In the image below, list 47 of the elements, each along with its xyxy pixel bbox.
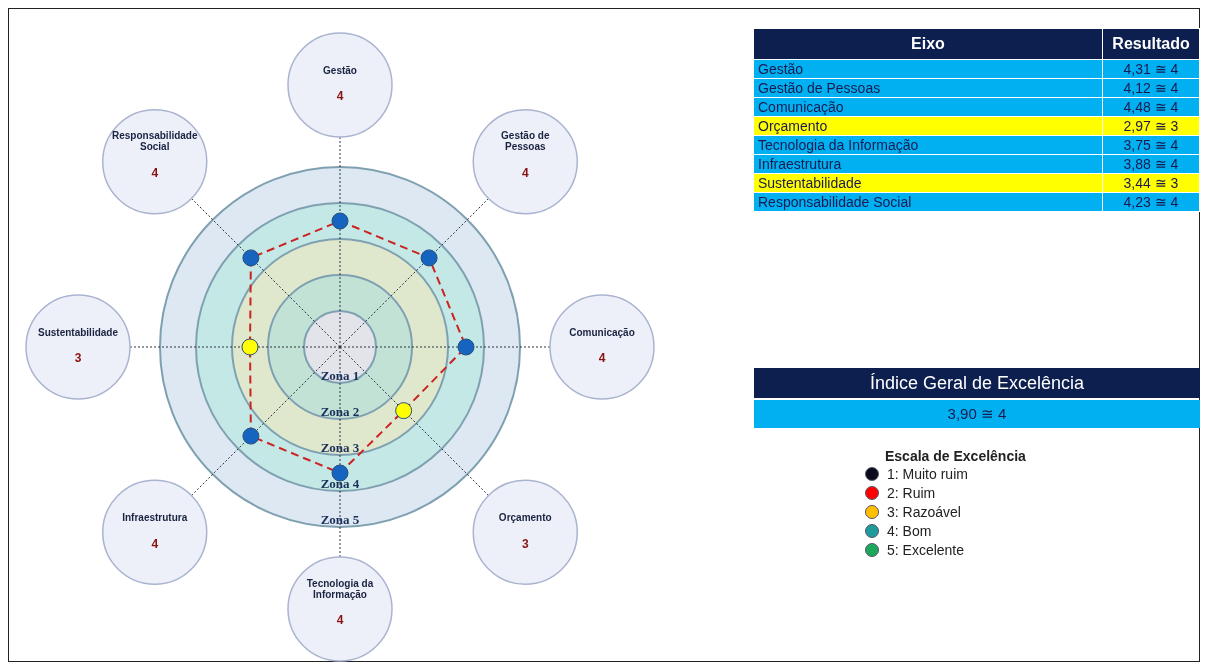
text: 3	[74, 351, 82, 366]
category-label: 3: Razoável	[887, 503, 961, 520]
y-tick-label: Zona 5	[320, 512, 360, 528]
category-label: Infraestrutura	[753, 154, 1103, 174]
text: Escala de Excelência	[885, 448, 1026, 464]
text: 4,12 ≅ 4	[1123, 80, 1179, 96]
text: 4	[336, 613, 344, 628]
category-label: 2: Ruim	[887, 484, 936, 501]
category-label: Gestão	[753, 59, 1103, 79]
text: 3	[521, 536, 529, 551]
y-tick-label: Zona 3	[320, 440, 360, 456]
text: 4	[521, 166, 529, 181]
spoke-label: Gestão de Pessoas	[501, 130, 550, 153]
category-label: Gestão de Pessoas	[753, 78, 1103, 98]
spoke-label: Sustentabilidade	[37, 326, 119, 338]
text: 4,31 ≅ 4	[1123, 61, 1179, 77]
text: Índice Geral de Excelência	[754, 368, 1200, 398]
text: 4,23 ≅ 4	[1123, 194, 1179, 210]
category-label: 4: Bom	[887, 522, 932, 539]
category-label: 1: Muito ruim	[887, 465, 968, 482]
text: 3,75 ≅ 4	[1123, 137, 1179, 153]
text: 4	[151, 166, 159, 181]
text: 4	[151, 536, 159, 551]
spoke-label: Gestão	[323, 64, 357, 76]
text: 3,90 ≅ 4	[754, 400, 1200, 428]
y-tick-label: Zona 1	[320, 368, 360, 384]
y-tick-label: Zona 2	[320, 404, 360, 420]
text: 3,88 ≅ 4	[1123, 156, 1179, 172]
text: 4	[598, 351, 606, 366]
category-label: Orçamento	[753, 116, 1103, 136]
category-label: Sustentabilidade	[753, 173, 1103, 193]
text: 2,97 ≅ 3	[1123, 118, 1179, 134]
spoke-label: Comunicação	[569, 326, 635, 338]
category-label: Comunicação	[753, 97, 1103, 117]
spoke-label: Orçamento	[498, 512, 552, 524]
spoke-label: Tecnologia da Informação	[306, 577, 374, 600]
text: 4	[336, 89, 344, 104]
text: 3,44 ≅ 3	[1123, 175, 1179, 191]
text: Eixo	[753, 28, 1103, 60]
y-tick-label: Zona 4	[320, 476, 360, 492]
spoke-label: Responsabilidade Social	[111, 130, 198, 153]
text: Resultado	[1102, 28, 1200, 60]
category-label: Tecnologia da Informação	[753, 135, 1103, 155]
spoke-label: Infraestrutura	[122, 512, 188, 524]
category-label: Responsabilidade Social	[753, 192, 1103, 212]
text: 4,48 ≅ 4	[1123, 99, 1179, 115]
category-label: 5: Excelente	[887, 541, 965, 558]
